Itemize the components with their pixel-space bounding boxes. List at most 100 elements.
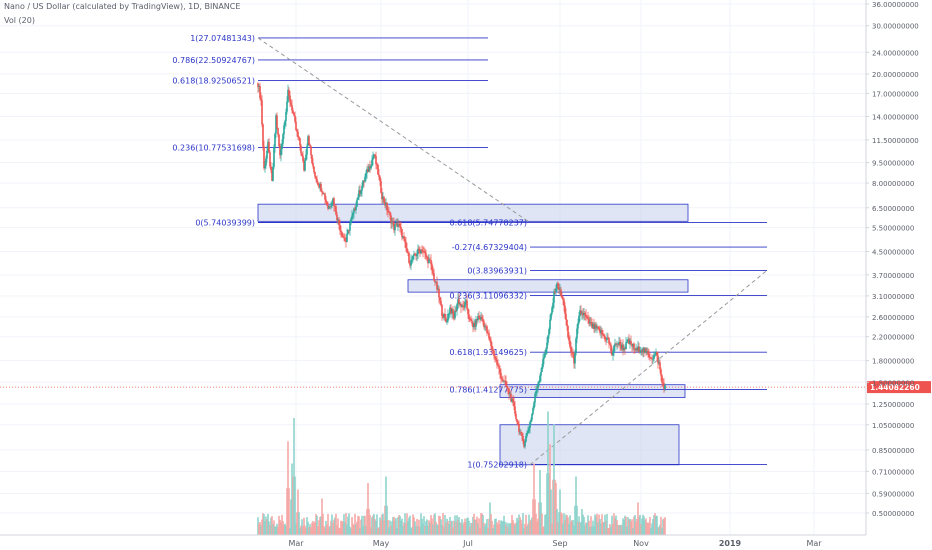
volume-bar [526,526,528,535]
y-tick-label: 0.50000000 [872,510,914,518]
x-tick-label: Nov [633,539,649,548]
volume-bar [606,513,608,535]
volume-bar [362,526,364,535]
volume-bar [279,519,281,535]
candle-body [631,343,633,347]
candle-body [417,248,419,255]
candle-body [336,214,338,221]
candle-body [386,202,388,211]
volume-bar [599,518,601,535]
volume-bar [320,516,322,535]
volume-bar [579,522,581,535]
volume-bar [373,514,375,535]
volume-bar [577,521,579,535]
volume-bar [426,519,428,535]
volume-bar [630,521,632,535]
candle-body [542,359,544,367]
candle-body [663,383,665,389]
candle-body [306,146,308,155]
candle-body [383,196,385,203]
candle-body [512,398,514,403]
trend-lines [257,37,768,466]
volume-bar [439,516,441,535]
candle-body [349,223,351,231]
volume-bar [469,526,471,535]
volume-bar [504,521,506,535]
candle-body [504,380,506,382]
volume-bar [291,463,293,535]
volume-bar [490,514,492,535]
candle-body [410,259,412,266]
volume-bar [476,516,478,535]
volume-bar [276,523,278,535]
candle-body [404,239,406,243]
volume-bar [582,514,584,535]
volume-bar [564,519,566,535]
volume-bar [468,520,470,535]
candle-body [282,134,284,144]
volume-bar [280,522,282,535]
candle-body [275,115,277,134]
candle-body [582,312,584,316]
candle-body [416,254,418,257]
candle-body [547,335,549,343]
candle-body [373,154,375,158]
volume-bar [513,523,515,535]
volume-bar [267,513,269,535]
volume-bar [289,528,291,535]
volume-bar [434,513,436,535]
trend-line [257,37,531,223]
candle-body [391,221,393,224]
candle-body [640,350,642,352]
candle-body [505,381,507,387]
volume-bar [384,505,386,535]
volume-bar [383,520,385,535]
candle-body [485,326,487,328]
candle-body [311,154,313,163]
volume-bar [424,526,426,535]
volume-bar [473,513,475,535]
volume-bar [440,519,442,535]
candle-body [517,422,519,424]
candle-body [645,348,647,352]
candle-body [626,341,628,343]
candle-body [435,281,437,283]
volume-bar [364,515,366,535]
y-tick-label: 30.00000000 [872,23,919,31]
volume-bar [605,521,607,535]
volume-bar [314,521,316,535]
candle-body [577,322,579,329]
candle-body [296,130,298,132]
volume-bar [550,489,552,535]
candle-body [440,300,442,305]
candle-body [398,223,400,225]
candle-body [424,251,426,254]
volume-bar [411,527,413,535]
volume-bar [304,525,306,535]
volume-bar [652,519,654,535]
volume-bar [495,518,497,535]
candle-body [260,98,262,101]
volume-bar [326,524,328,535]
candle-body [522,435,524,442]
candle-body [501,378,503,380]
candle-body [584,313,586,315]
volume-bar [626,526,628,535]
candle-body [483,321,485,328]
candle-body [664,385,666,389]
volume-bar [447,520,449,535]
volume-bar [328,527,330,535]
x-tick-label: May [373,539,390,548]
candle-body [434,280,436,283]
candle-body [641,350,643,353]
volume-bar [596,513,598,535]
y-tick-label: 6.50000000 [872,205,914,213]
volume-bar [524,523,526,535]
volume-bar [303,517,305,535]
candle-body [632,343,634,347]
volume-bar [421,518,423,535]
candle-body [514,406,516,414]
volume-bar [486,518,488,535]
candle-body [467,308,469,315]
